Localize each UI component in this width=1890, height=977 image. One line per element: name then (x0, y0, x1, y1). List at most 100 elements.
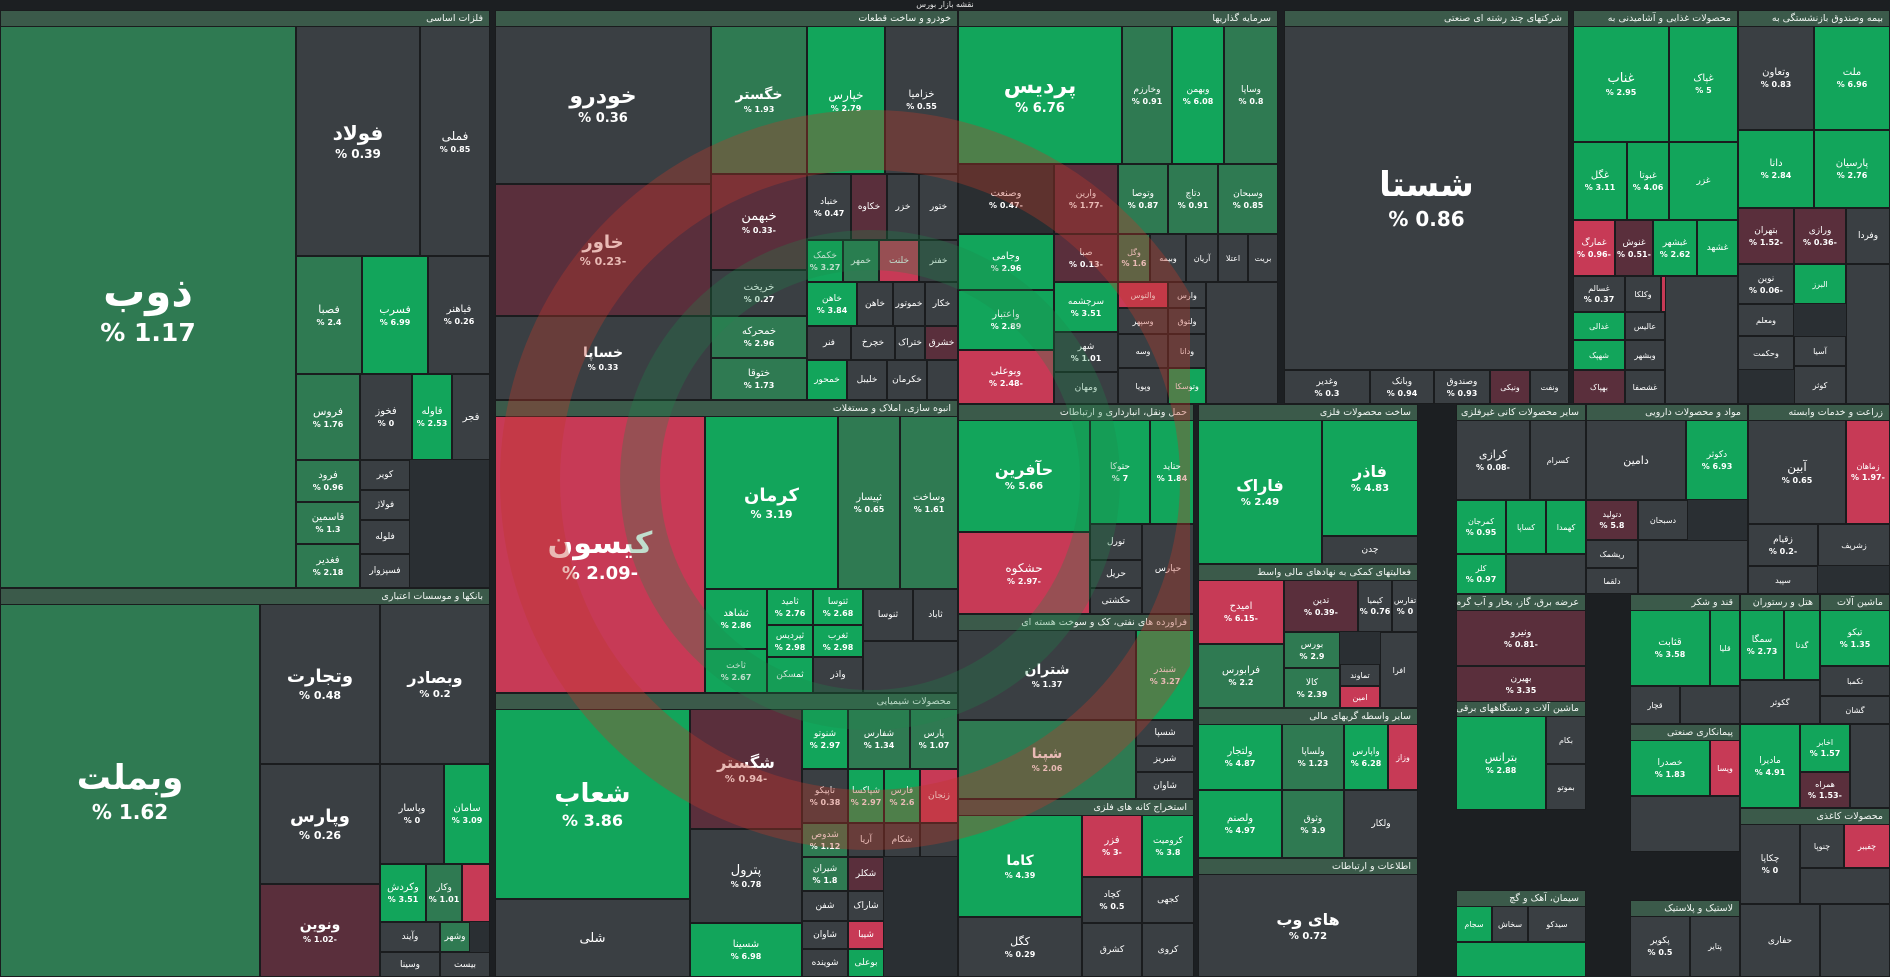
stock-tile[interactable]: شکام (884, 823, 920, 857)
stock-tile[interactable]: شکلر (848, 857, 884, 891)
stock-tile[interactable]: وسینا (380, 952, 440, 977)
stock-tile[interactable]: وگل 1.6 % (1118, 234, 1150, 282)
stock-tile[interactable]: بتهران -1.52 % (1738, 208, 1794, 264)
stock-tile[interactable]: ودانا (1168, 334, 1206, 368)
stock-tile[interactable]: خریخت 0.27 % (711, 270, 807, 316)
stock-tile[interactable]: فسرب 6.99 % (362, 256, 428, 374)
stock-tile[interactable]: تکمبا (1820, 666, 1890, 696)
stock-tile[interactable]: شپنا 2.06 % (958, 720, 1136, 799)
stock-tile[interactable]: بموتو (1546, 764, 1586, 810)
stock-tile[interactable]: غپاک 5 % (1669, 26, 1738, 142)
stock-tile[interactable]: کوثر (1794, 366, 1846, 404)
stock-tile[interactable]: حریل (1090, 560, 1142, 588)
stock-tile[interactable] (1850, 724, 1890, 808)
stock-tile[interactable]: فروس 1.76 % (296, 374, 360, 460)
stock-tile[interactable]: فاوله 2.53 % (412, 374, 452, 460)
stock-tile[interactable]: فولاژ (360, 490, 410, 520)
stock-tile[interactable]: قچار (1630, 686, 1680, 724)
stock-tile[interactable]: وشهر (440, 922, 470, 952)
stock-tile[interactable]: ذوب 1.17 % (0, 26, 296, 588)
stock-tile[interactable]: کرمان 3.19 % (705, 416, 838, 589)
stock-tile[interactable]: زقیام -0.2 % (1748, 524, 1818, 566)
stock-tile[interactable]: سامان 3.09 % (444, 764, 490, 864)
stock-tile[interactable]: فرود 0.96 % (296, 460, 360, 502)
stock-tile[interactable] (1456, 942, 1586, 977)
stock-tile[interactable]: خکمک 3.27 % (807, 240, 843, 282)
stock-tile[interactable]: کهمدا (1546, 500, 1586, 554)
stock-tile[interactable]: خگستر 1.93 % (711, 26, 807, 174)
stock-tile[interactable]: وجامی 2.96 % (958, 234, 1054, 290)
stock-tile[interactable]: خاهن 3.84 % (807, 282, 857, 326)
stock-tile[interactable]: ومعلم (1738, 304, 1794, 336)
stock-tile[interactable]: ومهان (1054, 372, 1118, 404)
stock-tile[interactable]: بهپاک (1573, 370, 1625, 404)
stock-tile[interactable]: ثاباد (913, 589, 958, 641)
stock-tile[interactable]: تدین -0.39 % (1284, 580, 1358, 632)
stock-tile[interactable]: شسینا 6.98 % (690, 923, 802, 977)
stock-tile[interactable]: وپویا (1118, 368, 1168, 404)
stock-tile[interactable] (462, 864, 490, 922)
stock-tile[interactable]: وتعاون 0.83 % (1738, 26, 1814, 130)
stock-tile[interactable]: شهپک (1573, 340, 1625, 370)
stock-tile[interactable]: دکوثر 6.93 % (1686, 420, 1748, 500)
stock-tile[interactable]: وبانک 0.94 % (1370, 370, 1434, 404)
stock-tile[interactable]: ولتوق (1168, 308, 1206, 334)
stock-tile[interactable]: ملت 6.96 % (1814, 26, 1890, 130)
stock-tile[interactable]: کشرق (1082, 923, 1142, 977)
stock-tile[interactable]: کگل 0.29 % (958, 917, 1082, 977)
stock-tile[interactable]: کسرام (1530, 420, 1586, 500)
stock-tile[interactable]: وفردا (1846, 208, 1890, 264)
stock-tile[interactable]: کالا 2.39 % (1284, 668, 1340, 708)
stock-tile[interactable]: فاذر 4.83 % (1322, 420, 1418, 536)
stock-tile[interactable]: ختور (919, 174, 958, 240)
stock-tile[interactable]: قلیا (1710, 610, 1740, 686)
stock-tile[interactable]: دتاچ 0.91 % (1168, 164, 1218, 234)
stock-tile[interactable]: فباهنر 0.26 % (428, 256, 490, 374)
stock-tile[interactable]: کچاد 0.5 % (1082, 877, 1142, 923)
stock-tile[interactable]: بورس 2.9 % (1284, 632, 1340, 668)
stock-tile[interactable]: پارسیان 2.76 % (1814, 130, 1890, 208)
stock-tile[interactable]: بهیرن 3.35 % (1456, 666, 1586, 702)
stock-tile[interactable]: ثمسکن (767, 657, 813, 693)
stock-tile[interactable]: وثوق 3.9 % (1282, 790, 1344, 858)
stock-tile[interactable]: زماهان -1.97 % (1846, 420, 1890, 524)
stock-tile[interactable]: شپاکسا 2.97 % (848, 769, 884, 823)
stock-tile[interactable]: غگل 3.11 % (1573, 142, 1627, 220)
stock-tile[interactable]: آریان (1186, 234, 1218, 282)
stock-tile[interactable]: وبهمن 6.08 % (1172, 26, 1224, 164)
stock-tile[interactable]: ثامید 2.76 % (767, 589, 813, 625)
stock-tile[interactable]: خلیبل (847, 360, 887, 400)
stock-tile[interactable]: بکام (1546, 716, 1586, 764)
stock-tile[interactable]: وتوسکا (1168, 368, 1206, 404)
stock-tile[interactable]: سمگا 2.73 % (1740, 610, 1784, 680)
stock-tile[interactable]: غمارگ -0.96 % (1573, 220, 1615, 276)
stock-tile[interactable]: کلر 0.97 % (1456, 554, 1506, 594)
stock-tile[interactable]: ختوقا 1.73 % (711, 358, 807, 400)
stock-tile[interactable]: خزامیا 0.55 % (885, 26, 958, 174)
stock-tile[interactable]: همراه -1.53 % (1800, 772, 1850, 808)
stock-tile[interactable]: فصبا 2.4 % (296, 256, 362, 374)
stock-tile[interactable]: شفارس 1.34 % (848, 709, 910, 769)
stock-tile[interactable]: وسبحان 0.85 % (1218, 164, 1278, 234)
stock-tile[interactable]: سپید (1748, 566, 1818, 594)
stock-tile[interactable] (1800, 868, 1890, 904)
stock-tile[interactable]: وبشهر (1625, 340, 1665, 370)
stock-tile[interactable]: دسبحان (1638, 500, 1688, 540)
stock-tile[interactable]: شهر 1.01 % (1054, 332, 1118, 372)
stock-tile[interactable]: وغدیر 0.3 % (1284, 370, 1370, 404)
stock-tile[interactable]: چکاپا 0 % (1740, 824, 1800, 904)
stock-tile[interactable]: شیبا (848, 921, 884, 949)
stock-tile[interactable]: وارس (1168, 282, 1206, 308)
stock-tile[interactable]: کروی (1142, 923, 1194, 977)
stock-tile[interactable]: تورل (1090, 524, 1142, 560)
stock-tile[interactable]: شدوص 1.12 % (802, 823, 848, 857)
stock-tile[interactable]: دلقما (1586, 568, 1638, 594)
stock-tile[interactable]: خموتور (893, 282, 925, 326)
stock-tile[interactable]: بترانس 2.88 % (1456, 716, 1546, 810)
stock-tile[interactable]: خنباد 0.47 % (807, 174, 851, 240)
stock-tile[interactable]: ثپردیس 2.98 % (767, 625, 813, 657)
stock-tile[interactable]: شعاب 3.86 % (495, 709, 690, 899)
stock-tile[interactable]: وخارزم 0.91 % (1122, 26, 1172, 164)
stock-tile[interactable]: پارس 1.07 % (910, 709, 958, 769)
stock-tile[interactable]: وبملت 1.62 % (0, 604, 260, 977)
